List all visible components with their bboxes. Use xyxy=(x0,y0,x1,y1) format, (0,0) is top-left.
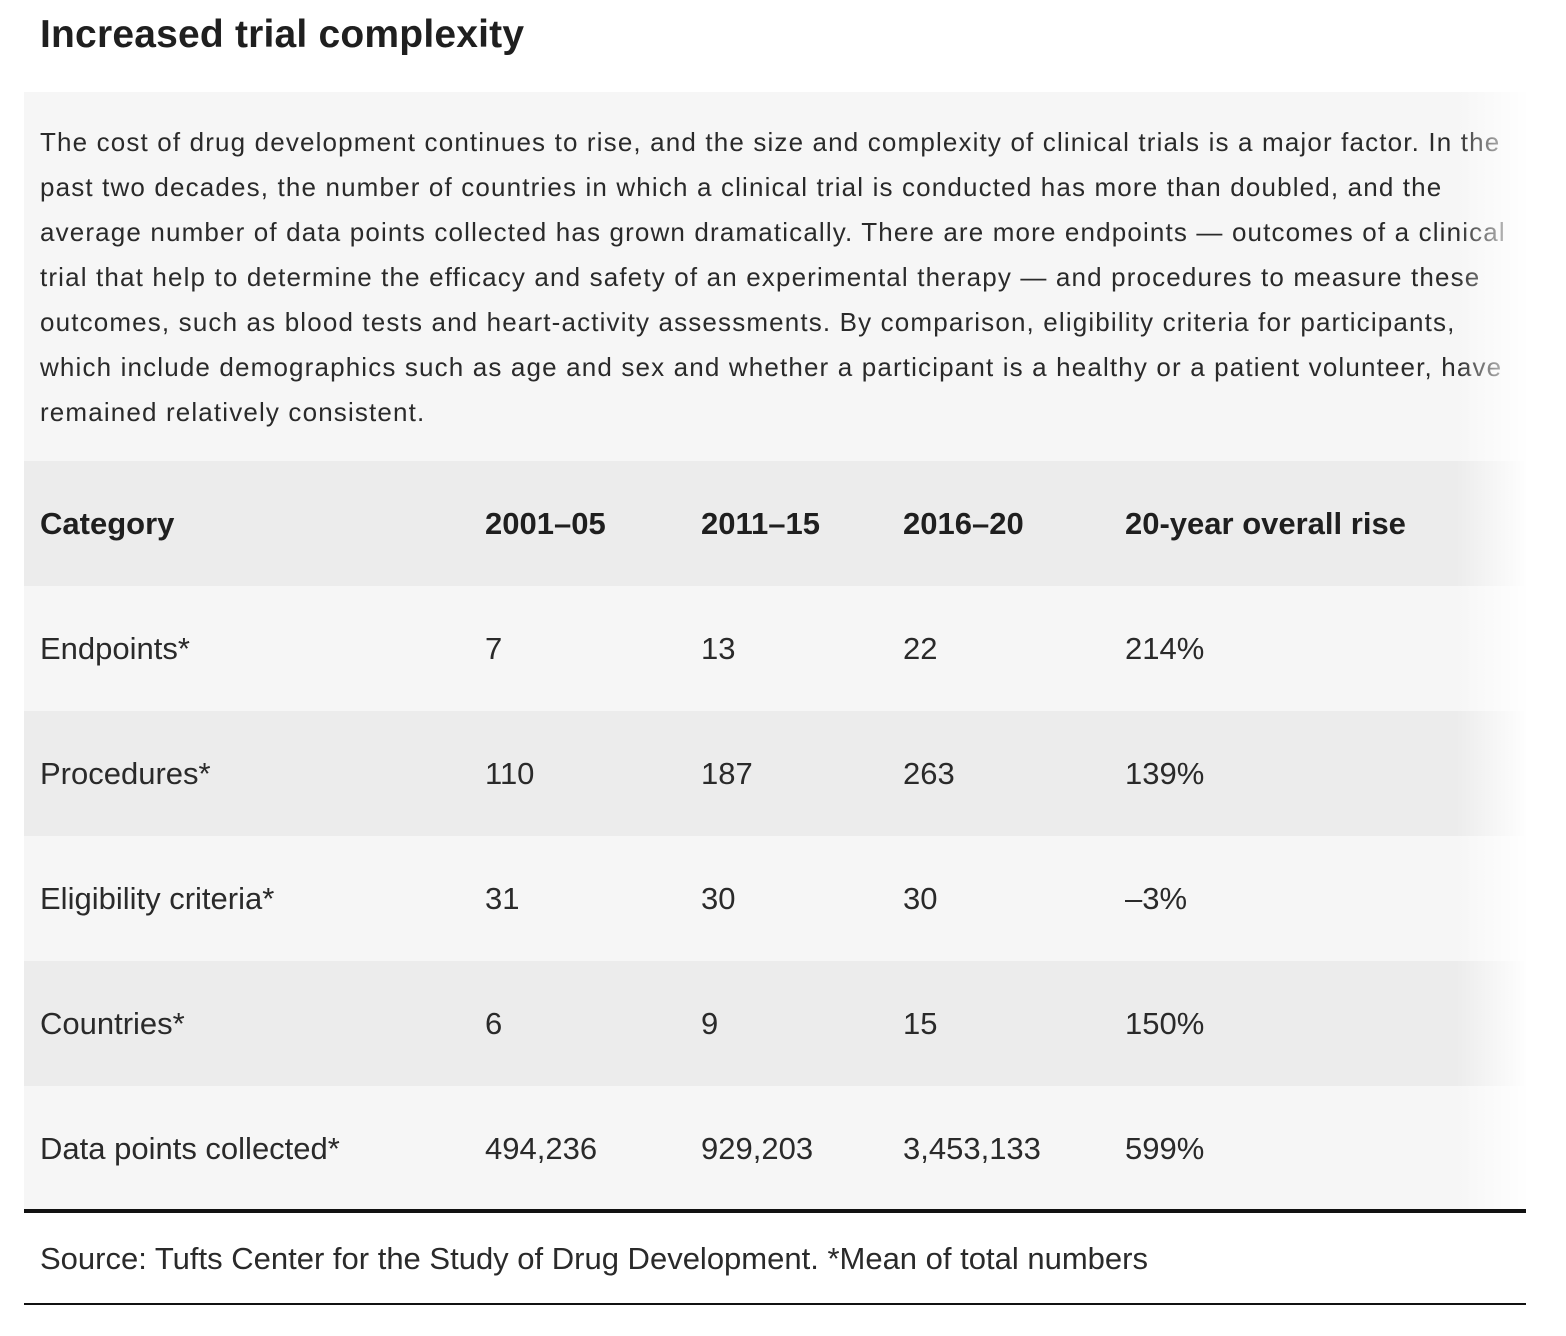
header-2011-15: 2011–15 xyxy=(701,505,820,541)
rise-cell: 150% xyxy=(1125,1005,1205,1041)
table-header-row: Category 2001–05 2011–15 2016–20 20-year… xyxy=(24,461,1526,586)
value-cell-2001-05: 6 xyxy=(485,1005,503,1041)
value-cell-2016-20: 30 xyxy=(903,880,938,916)
value-cell-2011-15: 9 xyxy=(701,1005,719,1041)
page-title: Increased trial complexity xyxy=(40,13,525,56)
header-category: Category xyxy=(40,505,175,541)
header-overall-rise: 20-year overall rise xyxy=(1125,505,1406,541)
value-cell-2011-15: 929,203 xyxy=(701,1130,814,1166)
table-row: Countries* 6 9 15 150% xyxy=(24,961,1526,1086)
rise-cell: –3% xyxy=(1125,880,1188,916)
value-cell-2011-15: 187 xyxy=(701,755,753,791)
table-row: Procedures* 110 187 263 139% xyxy=(24,711,1526,836)
rise-cell: 139% xyxy=(1125,755,1205,791)
value-cell-2001-05: 494,236 xyxy=(485,1130,598,1166)
category-cell: Endpoints* xyxy=(40,630,190,666)
value-cell-2001-05: 110 xyxy=(485,755,535,791)
value-cell-2001-05: 7 xyxy=(485,630,503,666)
footer-rule xyxy=(24,1303,1526,1305)
intro-paragraph: The cost of drug development continues t… xyxy=(40,127,1506,427)
category-cell: Countries* xyxy=(40,1005,185,1041)
value-cell-2011-15: 30 xyxy=(701,880,736,916)
category-cell: Procedures* xyxy=(40,755,211,791)
category-cell: Data points collected* xyxy=(40,1130,340,1166)
category-cell: Eligibility criteria* xyxy=(40,880,275,916)
value-cell-2001-05: 31 xyxy=(485,880,520,916)
value-cell-2016-20: 15 xyxy=(903,1005,938,1041)
content-panel: The cost of drug development continues t… xyxy=(24,92,1526,1211)
rise-cell: 214% xyxy=(1125,630,1205,666)
value-cell-2011-15: 13 xyxy=(701,630,736,666)
source-note: Source: Tufts Center for the Study of Dr… xyxy=(40,1241,1148,1276)
data-table: Category 2001–05 2011–15 2016–20 20-year… xyxy=(24,461,1526,1211)
header-2016-20: 2016–20 xyxy=(903,505,1024,541)
value-cell-2016-20: 263 xyxy=(903,755,955,791)
header-2001-05: 2001–05 xyxy=(485,505,606,541)
rise-cell: 599% xyxy=(1125,1130,1205,1166)
value-cell-2016-20: 22 xyxy=(903,630,938,666)
table-row: Data points collected* 494,236 929,203 3… xyxy=(24,1086,1526,1211)
value-cell-2016-20: 3,453,133 xyxy=(903,1130,1041,1166)
table-row: Endpoints* 7 13 22 214% xyxy=(24,586,1526,711)
table-row: Eligibility criteria* 31 30 30 –3% xyxy=(24,836,1526,961)
table-bottom-rule xyxy=(24,1209,1526,1213)
